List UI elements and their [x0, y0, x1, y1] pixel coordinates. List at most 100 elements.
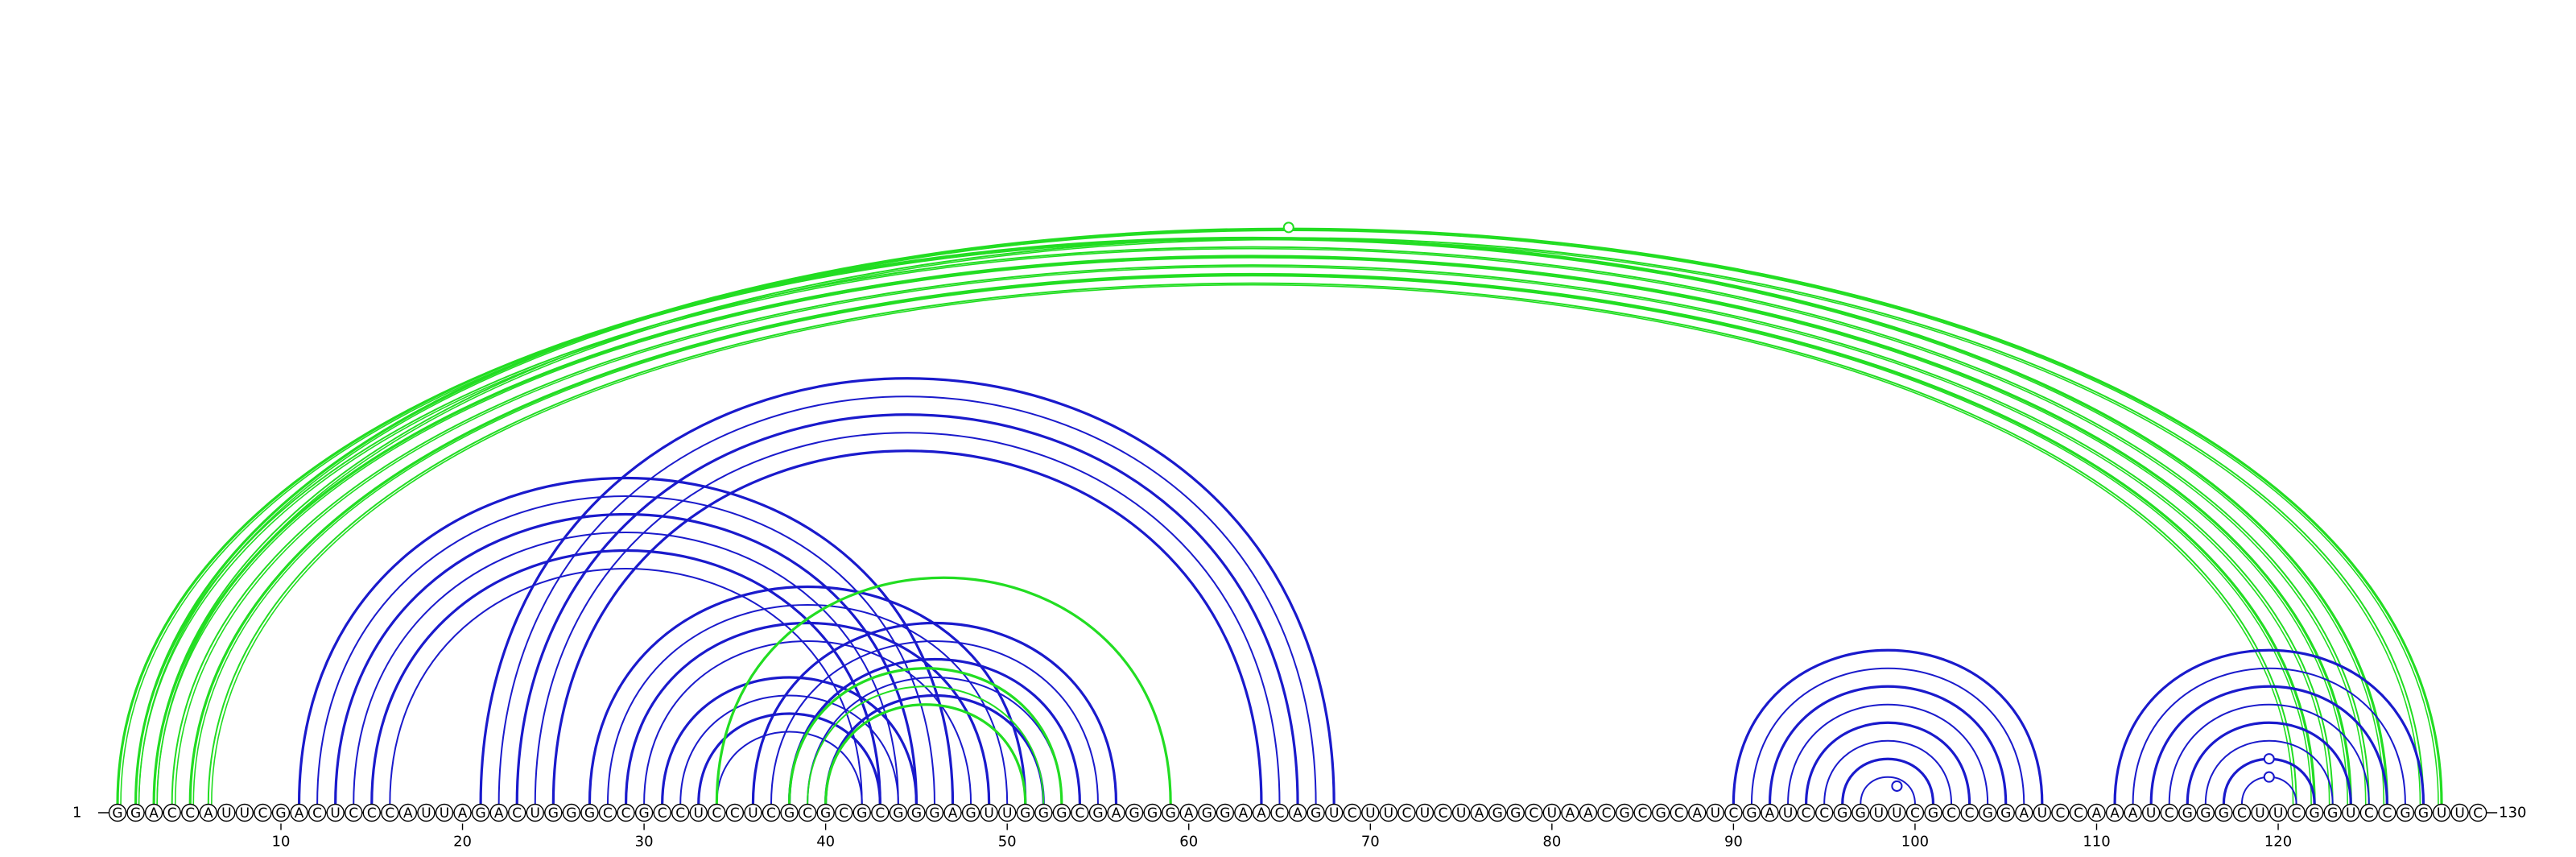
nucleotide-letter: A [1692, 805, 1702, 822]
arc-green-4-123-inner [174, 266, 2330, 805]
nucleotide: G [2414, 803, 2433, 822]
nucleotide-letter: C [1946, 805, 1956, 822]
arc-green-2-125-inner [138, 247, 2367, 805]
nucleotide-circle [871, 803, 890, 822]
nucleotide: C [362, 803, 381, 822]
nucleotide: A [2015, 803, 2033, 822]
nucleotide-circle [1814, 803, 1834, 822]
nucleotide-letter: A [295, 805, 304, 822]
nucleotide-circle [1052, 803, 1071, 822]
nucleotide-letter: G [639, 805, 650, 822]
nucleotide-circle [2015, 803, 2033, 822]
nucleotide: U [689, 803, 708, 822]
nucleotide-letter: C [1728, 805, 1738, 822]
nucleotide-letter: U [440, 805, 449, 822]
nucleotide: G [580, 803, 599, 822]
nucleotide-circle [671, 803, 690, 822]
nucleotide: C [762, 803, 781, 822]
arc-green-3-124 [152, 255, 2352, 806]
nucleotide: A [2105, 803, 2124, 822]
nucleotide-circle [1397, 803, 1416, 822]
arc-marker-3 [2263, 753, 2275, 765]
nucleotide: C [598, 803, 617, 822]
nucleotide-circle [1978, 803, 1997, 822]
nucleotide-letter: G [1928, 805, 1938, 822]
nucleotide-circle [1724, 803, 1743, 822]
nucleotide-letter: C [1275, 805, 1285, 822]
nucleotide-letter: G [1092, 805, 1103, 822]
nucleotide-circle [144, 803, 163, 822]
nucleotide-letter: U [2454, 805, 2464, 822]
nucleotide-letter: G [1020, 805, 1030, 822]
nucleotide-circle [1506, 803, 1525, 822]
nucleotide: C [254, 803, 272, 822]
nucleotide: C [1724, 803, 1743, 822]
arc-blue-24-65 [534, 432, 1281, 805]
nucleotide-letter: A [948, 805, 958, 822]
nucleotide-letter: G [1746, 805, 1757, 822]
arc-blue-32-44 [679, 694, 899, 805]
nucleotide: G [1615, 803, 1634, 822]
nucleotide: G [852, 803, 871, 822]
nucleotide: U [1778, 803, 1798, 822]
nucleotide: U [2033, 803, 2052, 822]
nucleotide-letter: C [2165, 805, 2174, 822]
nucleotide-letter: C [603, 805, 613, 822]
nucleotide-letter: C [185, 805, 195, 822]
nucleotide: A [290, 803, 308, 822]
nucleotide: U [1361, 803, 1380, 822]
nucleotide-letter: U [1002, 805, 1012, 822]
nucleotide: G [1307, 803, 1325, 822]
nucleotide: U [980, 803, 998, 822]
nucleotide: C [1814, 803, 1834, 822]
nucleotide-letter: G [112, 805, 122, 822]
nucleotide-letter: G [2310, 805, 2320, 822]
nucleotide-letter: U [1874, 805, 1884, 822]
nucleotide-circle [1270, 803, 1289, 822]
nucleotide-circle [708, 803, 726, 822]
nucleotide-circle [308, 803, 327, 822]
arc-blue-91-106 [1750, 667, 2025, 805]
arc-green-6-121 [207, 282, 2297, 805]
nucleotide-letter: C [367, 805, 377, 822]
nucleotide-circle [254, 803, 272, 822]
nucleotide: C [2468, 803, 2487, 822]
nucleotide-circle [508, 803, 526, 822]
nucleotide-letter: U [2255, 805, 2264, 822]
nucleotide-circle [852, 803, 871, 822]
nucleotide: G [271, 803, 291, 822]
nucleotide: U [217, 803, 236, 822]
sequence-end-label: 130 [2499, 805, 2526, 822]
nucleotide: G [544, 803, 563, 822]
arc-blue-30-48 [643, 640, 972, 805]
nucleotide: U [1888, 803, 1906, 822]
nucleotide: G [2215, 803, 2233, 822]
arc-blue-14-44 [353, 532, 899, 805]
nucleotide-circle [653, 803, 671, 822]
nucleotide: C [1797, 803, 1815, 822]
nucleotide-circle [907, 803, 926, 822]
nucleotide-letter: G [566, 805, 576, 822]
position-label: 60 [1179, 834, 1198, 851]
nucleotide-circle [1852, 803, 1870, 822]
nucleotide: G [2196, 803, 2215, 822]
nucleotide: C [2359, 803, 2379, 822]
nucleotide-letter: A [1239, 805, 1249, 822]
nucleotide-letter: G [1166, 805, 1176, 822]
position-label: 10 [272, 834, 291, 851]
nucleotide: G [1143, 803, 1162, 822]
nucleotide-letter: U [748, 805, 758, 822]
nucleotide-letter: C [1674, 805, 1684, 822]
nucleotide-letter: G [1492, 805, 1503, 822]
arc-blue-92-105 [1768, 685, 2008, 806]
nucleotide-letter: C [258, 805, 268, 822]
nucleotide: U [326, 803, 345, 822]
nucleotide-letter: C [1529, 805, 1538, 822]
nucleotide-circle [108, 803, 127, 822]
nucleotide-letter: G [476, 805, 486, 822]
nucleotide-letter: G [911, 805, 922, 822]
arc-blue-111-128 [2113, 648, 2425, 806]
nucleotide-circle [617, 803, 635, 822]
arc-green-3-128 [153, 237, 2425, 805]
nucleotide-letter: A [403, 805, 413, 822]
